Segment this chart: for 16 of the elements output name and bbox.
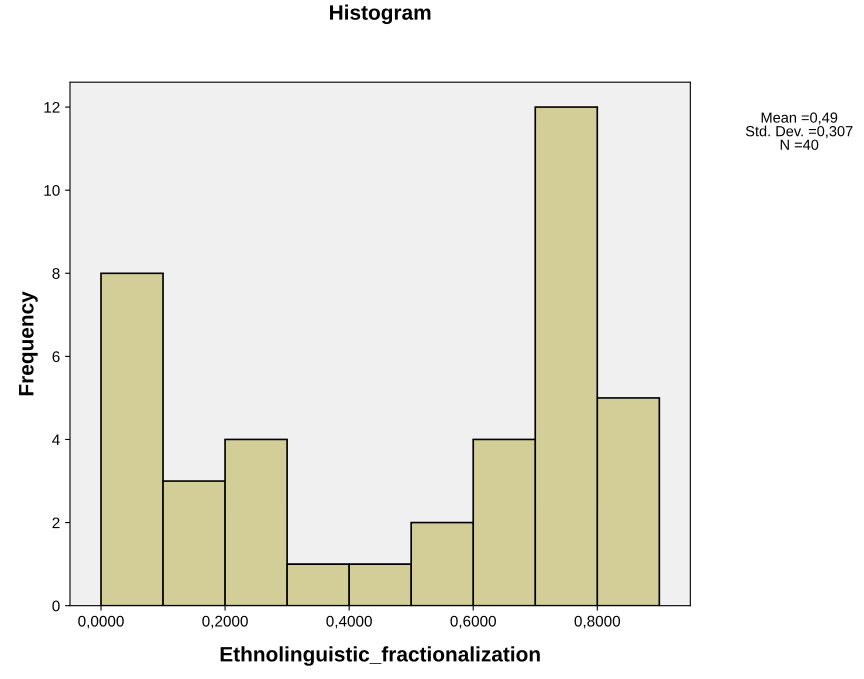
text: Mean =0,49 Std. Dev. =0,307 N =40 xyxy=(746,112,852,150)
y-tick-label: 8 xyxy=(52,268,60,279)
y-axis-title: Frequency xyxy=(19,291,38,396)
x-tick-label: 0,6000 xyxy=(450,616,496,628)
y-tick-label: 10 xyxy=(44,185,60,196)
x-tick-label: 0,4000 xyxy=(326,616,372,628)
chart-title: Histogram xyxy=(330,4,430,24)
y-tick-label: 2 xyxy=(52,517,60,528)
x-tick-label: 0,2000 xyxy=(202,616,248,628)
y-tick-label: 0 xyxy=(52,600,60,612)
x-axis-title: Ethnolinguistic_fractionalization xyxy=(220,646,540,666)
y-tick-label: 6 xyxy=(52,351,60,362)
x-tick-label: 0,0000 xyxy=(78,616,124,628)
y-tick-label: 12 xyxy=(44,102,60,113)
y-tick-label: 4 xyxy=(52,434,60,446)
x-tick-label: 0,8000 xyxy=(574,616,620,628)
